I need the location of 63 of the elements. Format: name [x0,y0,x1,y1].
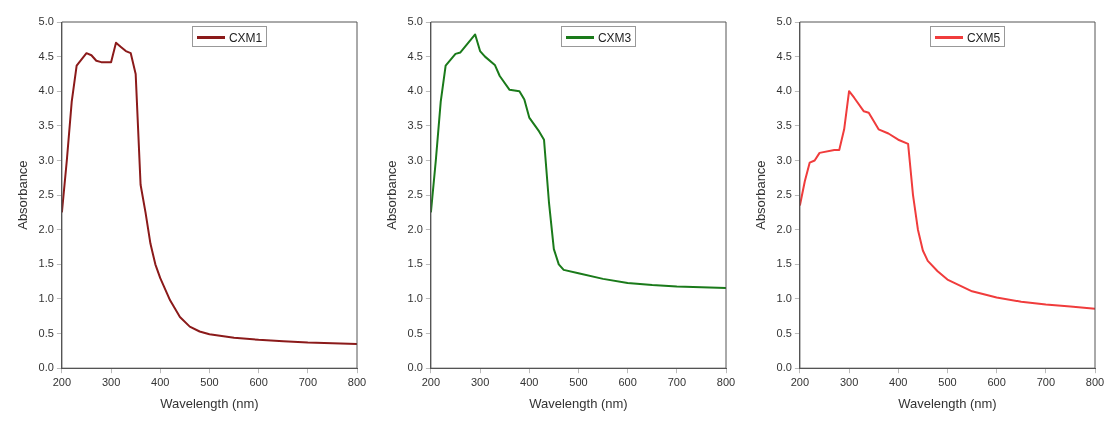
x-tick-label: 300 [470,375,490,388]
x-tick-label: 400 [151,375,170,388]
x-tick-label: 700 [667,375,686,388]
y-tick-label: 5.0 [38,15,54,28]
x-axis-title: Wavelength (nm) [529,395,628,411]
y-tick-label: 1.0 [38,291,54,304]
y-tick-label: 2.5 [776,188,792,201]
x-tick-label: 800 [1085,375,1105,388]
legend-label: CXM1 [228,30,263,45]
x-tick-label: 500 [200,375,219,388]
y-tick-label: 4.5 [38,49,54,62]
y-tick-label: 2.5 [407,188,423,201]
y-tick-label: 4.0 [776,84,792,97]
x-tick-label: 500 [569,375,588,388]
y-axis-title: Absorbance [15,160,31,230]
y-axis-title: Absorbance [384,160,400,230]
x-tick-label: 200 [52,375,72,388]
y-tick-label: 4.5 [776,49,792,62]
x-tick-label: 600 [987,375,1006,388]
x-tick-label: 500 [938,375,957,388]
x-tick-label: 800 [716,375,736,388]
y-tick-label: 0.0 [38,361,54,374]
x-tick-label: 300 [839,375,859,388]
y-tick-label: 2.0 [38,222,54,235]
y-tick-label: 3.5 [776,118,792,131]
x-tick-label: 600 [249,375,268,388]
x-tick-label: 400 [889,375,908,388]
y-tick-label: 3.0 [407,153,423,166]
x-tick-label: 700 [1036,375,1055,388]
y-tick-label: 3.5 [407,118,423,131]
y-tick-label: 3.5 [38,118,54,131]
y-tick-label: 2.0 [407,222,423,235]
x-tick-label: 700 [298,375,317,388]
x-tick-label: 200 [421,375,441,388]
y-tick-label: 4.0 [38,84,54,97]
y-tick-label: 0.0 [407,361,423,374]
y-tick-label: 1.5 [776,257,792,270]
x-tick-label: 600 [618,375,637,388]
y-tick-label: 1.5 [407,257,423,270]
y-tick-label: 1.0 [407,291,423,304]
y-tick-label: 1.5 [38,257,54,270]
y-tick-label: 5.0 [407,15,423,28]
y-tick-label: 2.5 [38,188,54,201]
y-tick-label: 5.0 [776,15,792,28]
x-tick-label: 200 [790,375,810,388]
y-tick-label: 3.0 [776,153,792,166]
y-tick-label: 2.0 [776,222,792,235]
y-axis-title: Absorbance [753,160,769,230]
x-axis-title: Wavelength (nm) [160,395,259,411]
y-tick-label: 4.0 [407,84,423,97]
y-tick-label: 0.5 [776,326,792,339]
y-tick-label: 0.5 [38,326,54,339]
x-tick-label: 800 [347,375,367,388]
y-tick-label: 3.0 [38,153,54,166]
y-tick-label: 1.0 [776,291,792,304]
x-axis-title: Wavelength (nm) [898,395,997,411]
y-tick-label: 0.5 [407,326,423,339]
x-tick-label: 400 [520,375,539,388]
legend-label: CXM3 [597,30,632,45]
y-tick-label: 4.5 [407,49,423,62]
legend-label: CXM5 [966,30,1001,45]
y-tick-label: 0.0 [776,361,792,374]
x-tick-label: 300 [101,375,121,388]
